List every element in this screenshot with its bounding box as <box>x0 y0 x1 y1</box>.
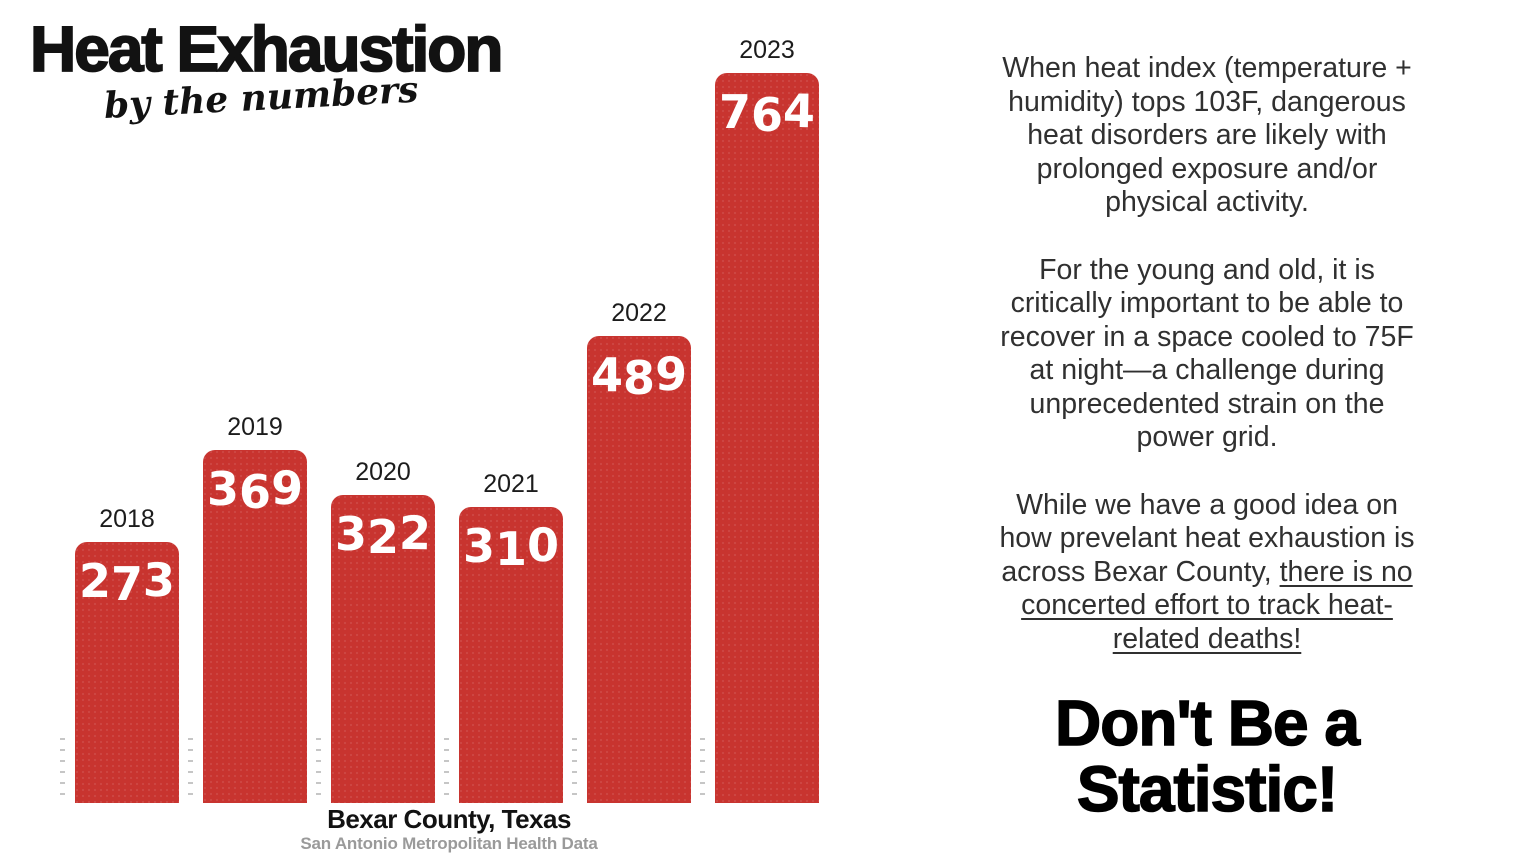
info-paragraph-3: While we have a good idea on how prevela… <box>991 489 1423 657</box>
cta-line-2: Statistic! <box>1076 753 1339 825</box>
bar-year-label: 2023 <box>739 36 795 64</box>
bar-group-2023: 2023 764 <box>700 3 819 803</box>
value-digit: 6 <box>238 465 271 519</box>
bar-group-2022: 2022 489 <box>572 3 691 803</box>
bar-year-label: 2019 <box>227 413 283 441</box>
page-title: Heat Exhaustion <box>29 13 504 85</box>
bar-2020: 322 <box>331 495 435 803</box>
bar-value-label: 764 <box>715 83 819 142</box>
caption-location: Bexar County, Texas <box>327 804 571 834</box>
bar-year-label: 2018 <box>99 505 155 533</box>
value-digit: 6 <box>750 88 783 142</box>
bar-2019: 369 <box>203 450 307 803</box>
bar-year-label: 2022 <box>611 299 667 327</box>
bar-group-2019: 2019 369 <box>188 3 307 803</box>
value-digit: 2 <box>78 554 111 608</box>
baseline-dotted-tick <box>572 738 577 800</box>
value-digit: 2 <box>366 510 399 564</box>
value-digit: 9 <box>270 460 304 516</box>
value-digit: 3 <box>142 552 176 608</box>
baseline-dotted-tick <box>188 738 193 800</box>
bar-2022: 489 <box>587 336 691 803</box>
bar-year-label: 2021 <box>483 470 539 498</box>
info-panel: When heat index (temperature + humidity)… <box>991 52 1423 825</box>
bar-value-label: 310 <box>459 517 563 576</box>
value-digit: 7 <box>110 557 143 611</box>
bar-value-label: 369 <box>203 460 307 519</box>
baseline-dotted-tick <box>700 738 705 800</box>
value-digit: 3 <box>462 519 495 573</box>
baseline-dotted-tick <box>316 738 321 800</box>
value-digit: 7 <box>718 85 751 139</box>
cta-line-1: Don't Be a <box>1054 687 1360 759</box>
bar-value-label: 489 <box>587 346 691 405</box>
baseline-dotted-tick <box>444 738 449 800</box>
value-digit: 0 <box>526 517 560 573</box>
bar-group-2018: 2018 273 <box>60 3 179 803</box>
value-digit: 4 <box>590 348 623 402</box>
paragraph-3-plain: While we have a good idea on how prevela… <box>999 488 1415 588</box>
bar-value-label: 322 <box>331 505 435 564</box>
bar-year-label: 2020 <box>355 458 411 486</box>
value-digit: 2 <box>398 505 432 561</box>
bar-group-2021: 2021 310 <box>444 3 563 803</box>
value-digit: 3 <box>206 462 239 516</box>
bar-2021: 310 <box>459 507 563 803</box>
info-paragraph-1: When heat index (temperature + humidity)… <box>1002 52 1412 218</box>
bar-chart: 2018 273 2019 369 2020 322 2021 310 2022 489 2023 7… <box>60 3 823 803</box>
paragraph-3-underlined: there is no concerted effort to track he… <box>1021 555 1413 655</box>
title-block: Heat Exhaustion by the numbers <box>29 13 504 127</box>
cta-heading: Don't Be a Statistic! <box>991 687 1423 825</box>
value-digit: 4 <box>782 83 816 139</box>
value-digit: 8 <box>622 351 655 405</box>
bar-group-2020: 2020 322 <box>316 3 435 803</box>
chart-caption: Bexar County, Texas San Antonio Metropol… <box>75 804 823 854</box>
bar-2023: 764 <box>715 73 819 803</box>
bar-value-label: 273 <box>75 552 179 611</box>
info-paragraph-2: For the young and old, it is critically … <box>1000 253 1414 454</box>
value-digit: 3 <box>334 507 367 561</box>
baseline-dotted-tick <box>60 738 65 800</box>
bar-2018: 273 <box>75 542 179 803</box>
caption-source: San Antonio Metropolitan Health Data <box>300 834 598 853</box>
value-digit: 1 <box>494 522 527 576</box>
value-digit: 9 <box>654 346 688 402</box>
